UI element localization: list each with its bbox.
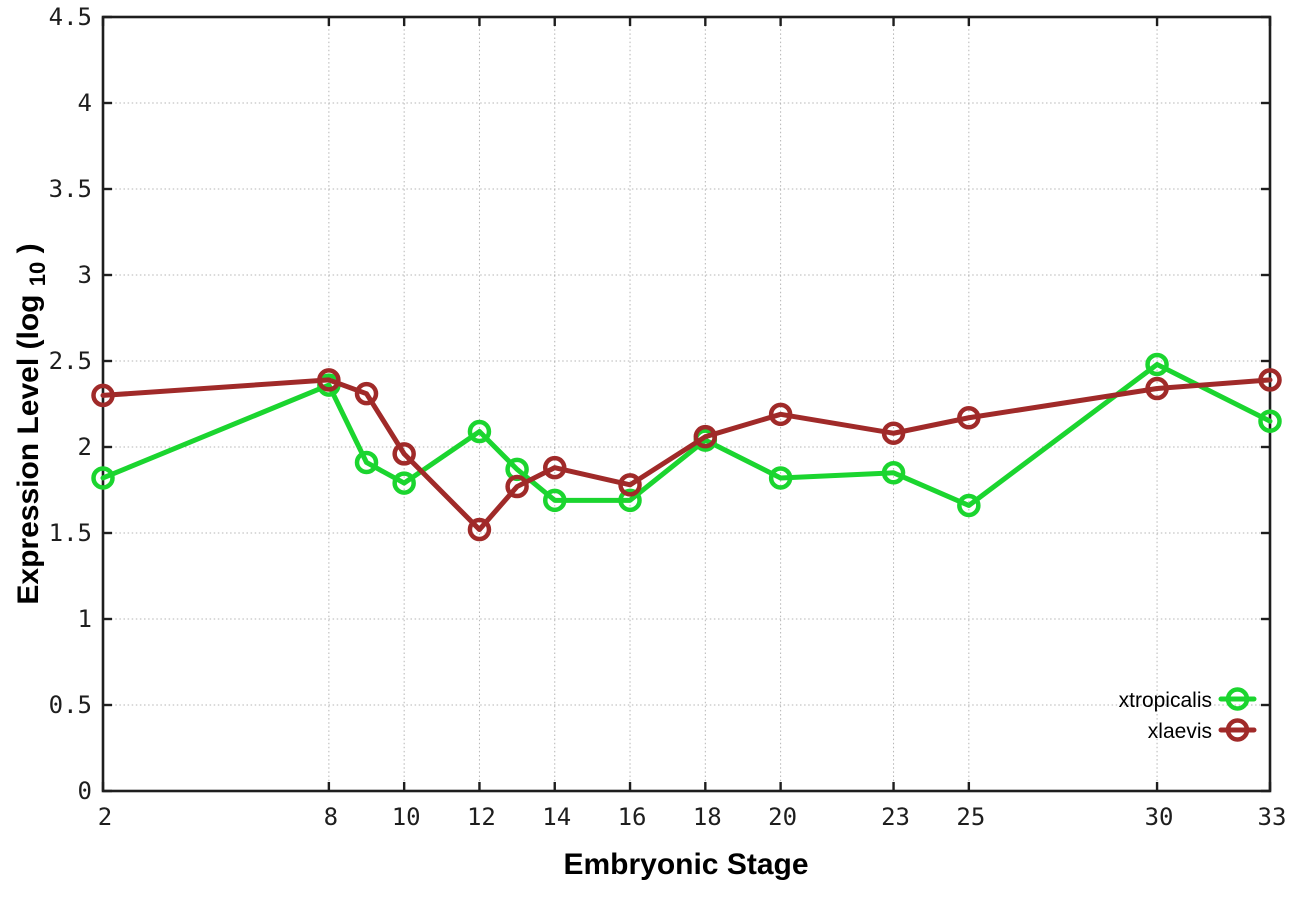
axis-ticks xyxy=(101,15,1272,793)
data-point-xlaevis-stage-10 xyxy=(392,442,416,466)
data-point-xtropicalis-stage-25 xyxy=(957,493,981,518)
x-tick-label: 18 xyxy=(693,803,722,831)
data-point-xlaevis-stage-9 xyxy=(354,381,379,406)
x-tick-label: 2 xyxy=(98,803,112,831)
x-tick-label: 30 xyxy=(1145,803,1174,831)
y-tick-label: 0 xyxy=(78,777,92,805)
data-point-xtropicalis-stage-2 xyxy=(91,466,115,490)
x-tick-label: 12 xyxy=(467,803,496,831)
data-series xyxy=(91,352,1282,542)
data-point-xlaevis-stage-20 xyxy=(768,402,793,427)
x-tick-label: 8 xyxy=(324,803,338,831)
y-tick-label: 2.5 xyxy=(49,347,92,375)
data-point-xlaevis-stage-25 xyxy=(957,406,981,430)
data-point-xlaevis-stage-30 xyxy=(1145,376,1169,401)
data-point-xtropicalis-stage-33 xyxy=(1258,409,1282,433)
data-point-xlaevis-stage-8 xyxy=(317,368,341,392)
legend-marker-xtropicalis xyxy=(1225,687,1250,711)
data-point-xlaevis-stage-12 xyxy=(467,517,492,542)
data-point-xlaevis-stage-18 xyxy=(693,424,718,449)
x-tick-label: 16 xyxy=(618,803,647,831)
x-tick-label: 23 xyxy=(881,803,910,831)
series-line-xlaevis xyxy=(100,377,1273,533)
legend-label-xtropicalis: xtropicalis xyxy=(1119,689,1212,712)
x-tick-labels: 2 8 10 12 14 16 18 20 23 25 30 33 xyxy=(98,803,1287,831)
data-point-xlaevis-stage-23 xyxy=(881,421,906,445)
x-tick-label: 25 xyxy=(956,803,985,831)
y-tick-labels: 0 0.5 1 1.5 2 2.5 3 3.5 4 4.5 xyxy=(49,3,92,805)
y-tick-label: 3 xyxy=(78,261,92,289)
data-point-xtropicalis-stage-9 xyxy=(354,450,379,475)
legend-marker-xlaevis xyxy=(1225,718,1250,742)
data-point-xlaevis-stage-13 xyxy=(505,474,529,499)
y-tick-label: 4.5 xyxy=(49,3,92,31)
y-tick-label: 2 xyxy=(78,433,92,461)
x-tick-label: 33 xyxy=(1258,803,1287,831)
legend-markers xyxy=(1218,687,1257,742)
data-point-xlaevis-stage-33 xyxy=(1258,368,1282,392)
data-point-xtropicalis-stage-30 xyxy=(1145,352,1169,377)
data-point-xtropicalis-stage-12 xyxy=(467,419,492,444)
data-point-xtropicalis-stage-20 xyxy=(768,466,793,490)
y-axis-title-close: ) xyxy=(12,243,45,253)
y-tick-label: 1 xyxy=(78,605,92,633)
data-point-xtropicalis-stage-16 xyxy=(618,488,642,513)
y-tick-label: 3.5 xyxy=(49,175,92,203)
y-axis-title-subscript: 10 xyxy=(25,262,50,286)
series-line-xtropicalis xyxy=(100,361,1273,508)
data-point-xtropicalis-stage-14 xyxy=(542,488,567,513)
y-axis-title: Expression Level (log 10 ) xyxy=(12,243,52,604)
data-point-xlaevis-stage-14 xyxy=(542,455,567,480)
y-tick-label: 1.5 xyxy=(49,519,92,547)
data-point-xlaevis-stage-2 xyxy=(91,383,115,408)
x-tick-label: 10 xyxy=(392,803,421,831)
y-axis-title-main: Expression Level (log xyxy=(12,295,45,605)
y-tick-label: 4 xyxy=(78,89,92,117)
data-point-xtropicalis-stage-23 xyxy=(881,461,906,485)
legend-label-xlaevis: xlaevis xyxy=(1148,720,1212,743)
x-axis-title: Embryonic Stage xyxy=(563,848,808,881)
x-tick-label: 20 xyxy=(768,803,797,831)
x-tick-label: 14 xyxy=(542,803,571,831)
data-point-xlaevis-stage-16 xyxy=(618,473,642,497)
y-tick-label: 0.5 xyxy=(49,691,92,719)
data-point-xtropicalis-stage-10 xyxy=(392,471,416,495)
